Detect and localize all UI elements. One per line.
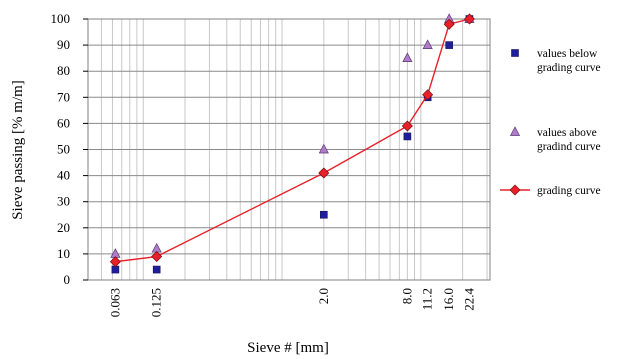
axis-layer: 0 10 20 30 40 50 60 70 80 90 100 0.063 0.125 2.0 8.0 11… xyxy=(51,11,477,317)
data-point xyxy=(403,132,412,141)
x-tick-label: 0.125 xyxy=(149,288,164,317)
legend-marker xyxy=(509,184,521,196)
y-tick-label: 20 xyxy=(57,220,70,235)
grid-layer xyxy=(87,18,490,281)
y-tick-label: 100 xyxy=(51,11,71,26)
legend-label: grading curve xyxy=(537,185,601,197)
data-point xyxy=(443,18,455,30)
data-point xyxy=(318,143,329,154)
x-tick-label: 8.0 xyxy=(399,288,414,304)
x-tick-label: 0.063 xyxy=(107,288,122,317)
data-point xyxy=(402,52,413,63)
legend-label: gradind curve xyxy=(537,141,601,153)
legend: values below grading curve values above gra… xyxy=(500,48,601,197)
series-above xyxy=(110,13,475,258)
data-point xyxy=(320,210,328,219)
y-tick-label: 10 xyxy=(57,246,70,261)
data-point xyxy=(463,13,475,25)
x-tick-label: 2.0 xyxy=(316,288,331,304)
legend-marker xyxy=(509,126,521,136)
legend-label: values above xyxy=(537,127,597,139)
legend-label: values below xyxy=(537,48,598,60)
y-tick-label: 70 xyxy=(57,89,70,104)
legend-label: grading curve xyxy=(537,62,601,74)
legend-marker xyxy=(511,49,519,57)
y-tick-label: 30 xyxy=(57,194,70,209)
y-tick-label: 50 xyxy=(57,142,70,157)
y-tick-label: 40 xyxy=(57,168,70,183)
series-grading-curve xyxy=(109,13,475,268)
y-tick-label: 0 xyxy=(64,272,71,287)
y-axis-title: Sieve passing [% m/m] xyxy=(10,80,26,220)
x-tick-label: 22.4 xyxy=(461,288,476,311)
data-point xyxy=(401,120,413,132)
grading-curve-line xyxy=(115,18,470,263)
y-tick-label: 60 xyxy=(57,115,70,130)
data-point xyxy=(109,256,121,268)
data-point xyxy=(318,167,330,179)
x-tick-label: 16.0 xyxy=(441,288,456,311)
data-point xyxy=(445,41,453,49)
x-axis-title: Sieve # [mm] xyxy=(247,340,329,356)
data-point xyxy=(152,265,161,274)
series-layer xyxy=(109,13,475,274)
data-point xyxy=(422,89,434,101)
series-below xyxy=(111,15,474,274)
y-tick-label: 90 xyxy=(57,37,70,52)
data-point xyxy=(151,251,163,263)
data-point xyxy=(151,242,162,253)
y-tick-label: 80 xyxy=(57,63,70,78)
data-point xyxy=(422,39,433,49)
x-tick-label: 11.2 xyxy=(420,288,435,310)
